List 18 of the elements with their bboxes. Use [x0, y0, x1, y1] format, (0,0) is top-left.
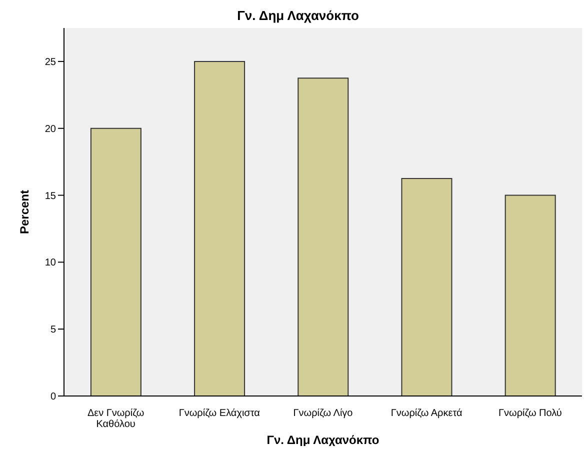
bar [401, 178, 452, 396]
x-tick-label: Γνωρίζω Λίγο [293, 408, 354, 419]
y-axis-title: Percent [17, 190, 32, 234]
x-tick-label: Γνωρίζω Πολύ [498, 408, 562, 419]
x-tick-label: Γνωρίζω Ελάχιστα [178, 408, 260, 419]
x-tick-label: Δεν Γνωρίζω Καθόλου [87, 408, 144, 430]
y-tick-label: 15 [44, 190, 56, 202]
y-tick-label: 20 [44, 124, 56, 135]
bar [298, 78, 349, 396]
bar [194, 60, 246, 396]
x-tick-label: Γνωρίζω Αρκετά [390, 408, 463, 419]
chart-title: Γν. Δημ Λαχανόκπο [236, 8, 360, 25]
bar [90, 128, 142, 396]
y-tick-label: 10 [44, 258, 56, 269]
y-tick-label: 0 [50, 392, 56, 403]
y-tick-label: 25 [44, 57, 56, 68]
y-tick-label: 5 [50, 324, 56, 336]
bar [504, 194, 556, 396]
